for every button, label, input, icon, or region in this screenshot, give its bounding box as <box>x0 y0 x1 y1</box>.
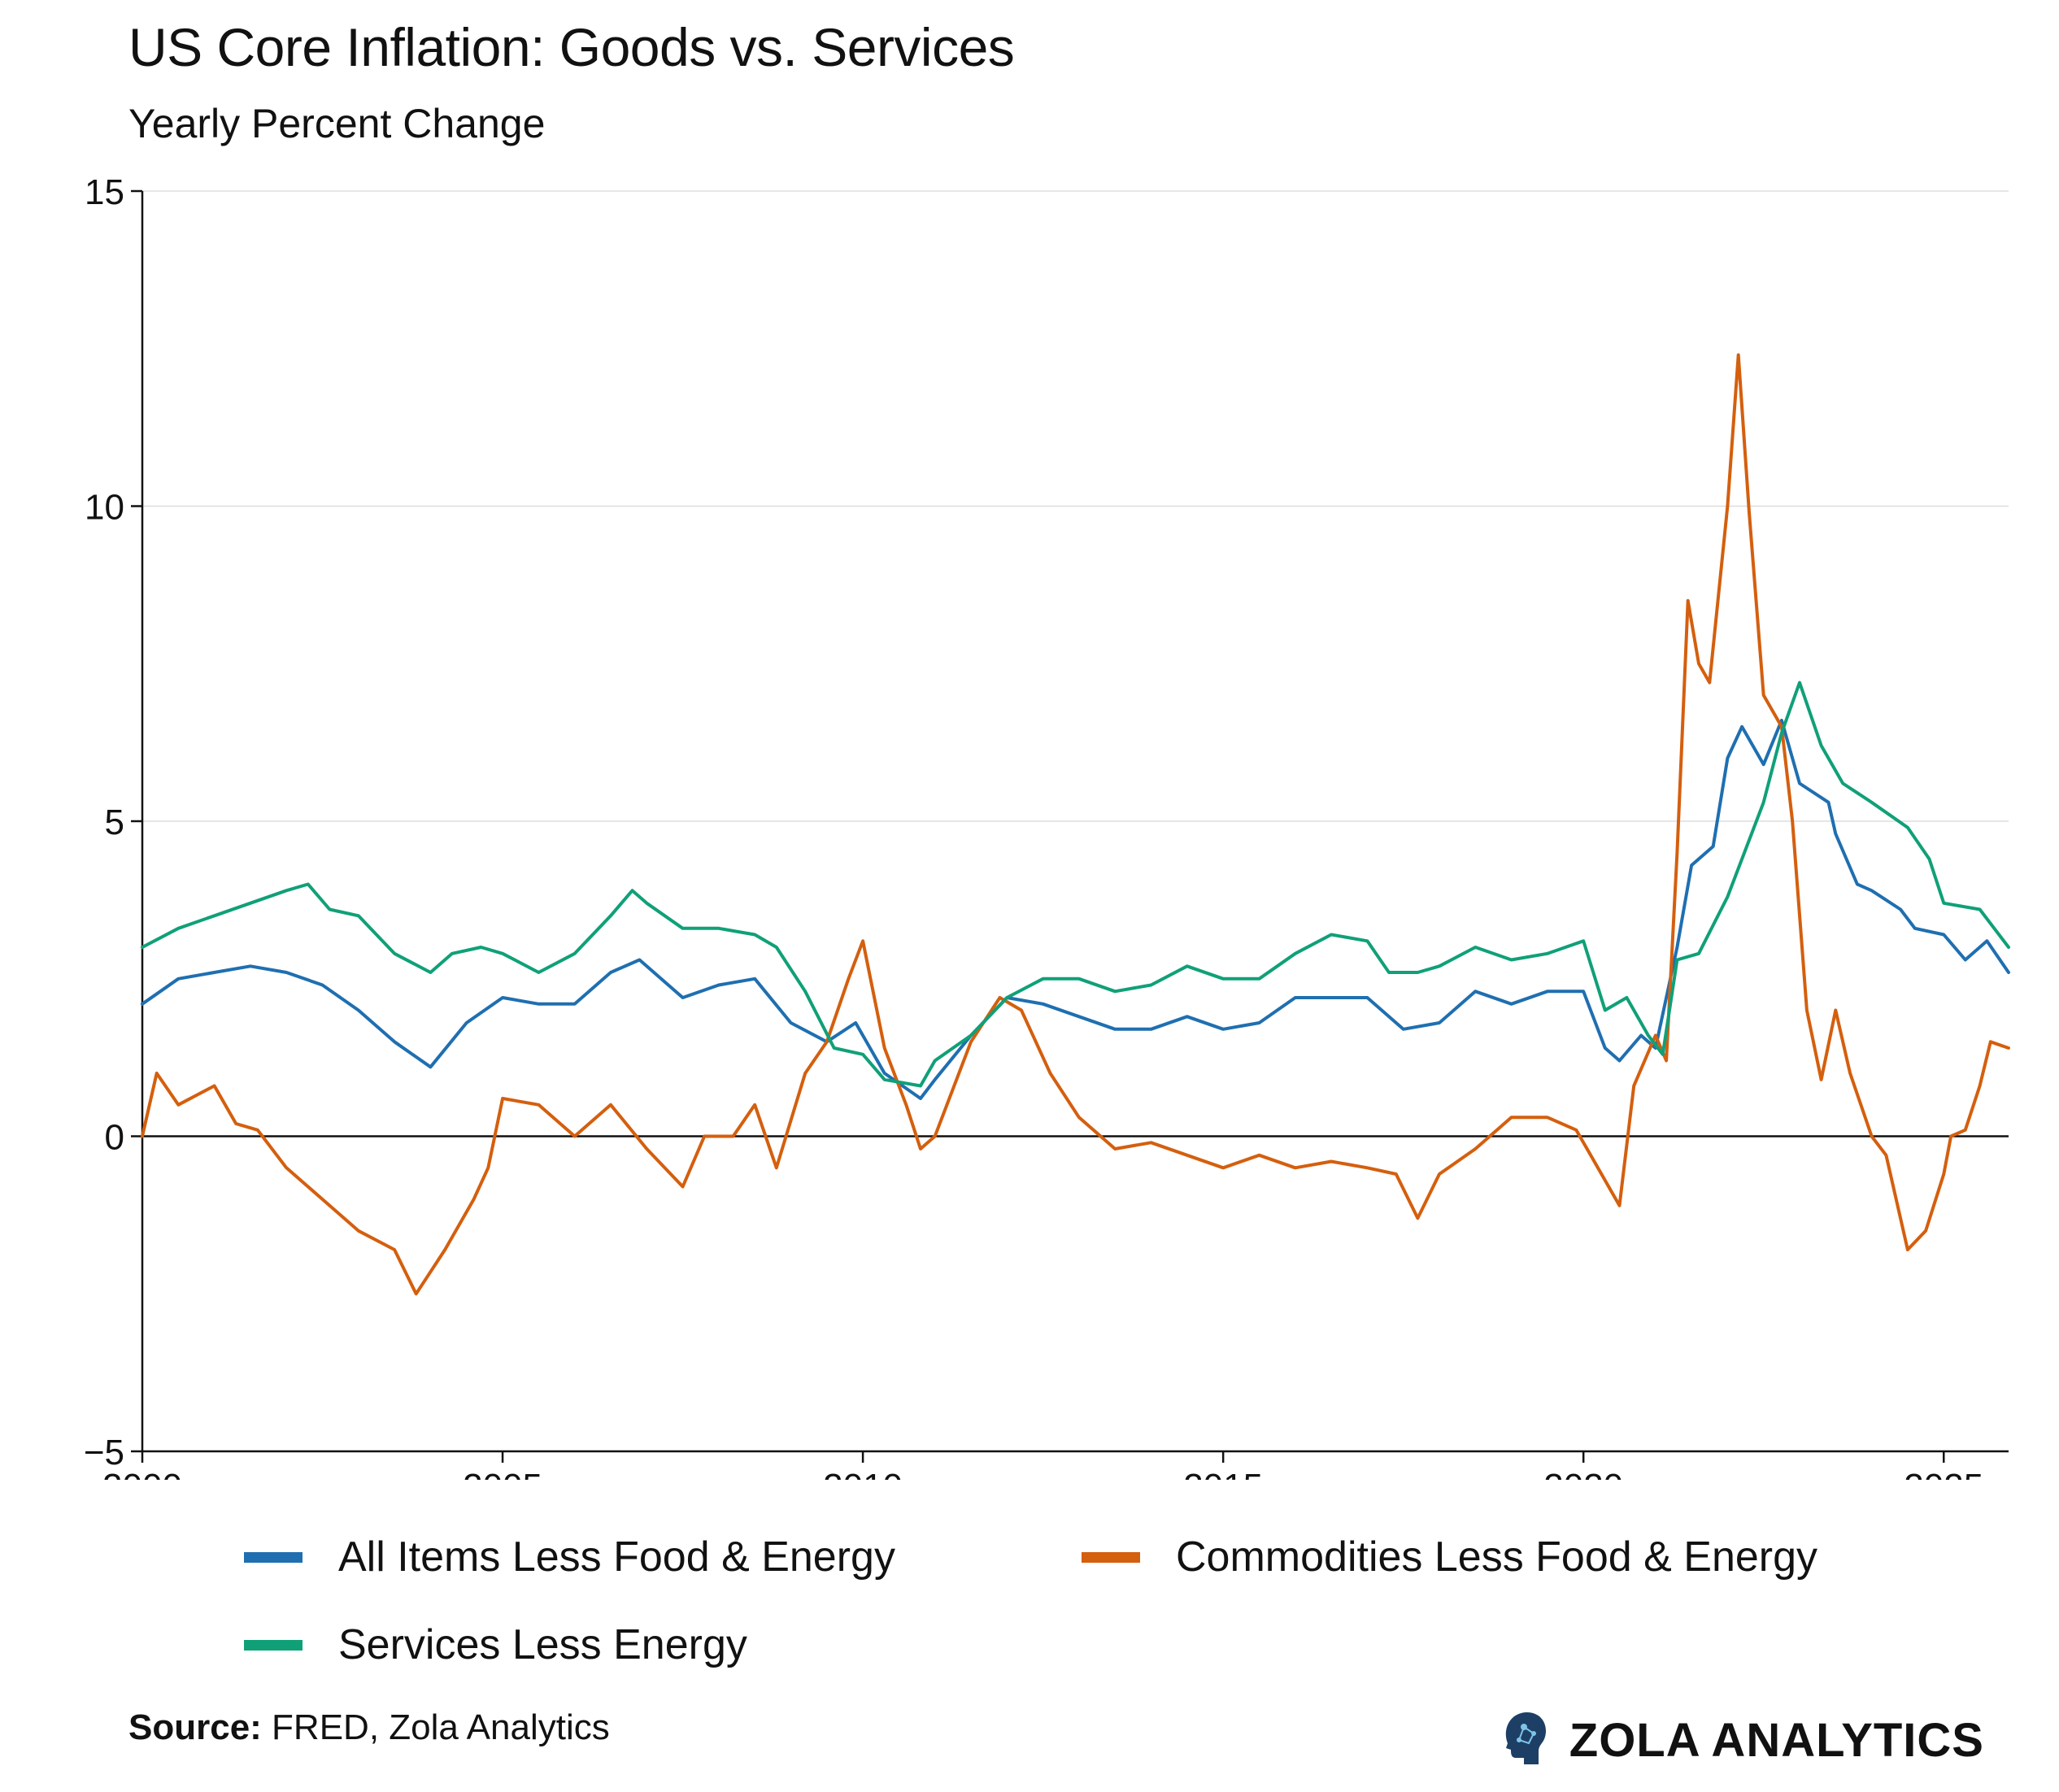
x-tick-label: 2025 <box>1904 1467 1983 1480</box>
x-tick-label: 2005 <box>463 1467 542 1480</box>
legend-swatch <box>1082 1551 1140 1563</box>
x-tick-label: 2015 <box>1183 1467 1263 1480</box>
grid-lines <box>142 190 2009 1452</box>
series-line <box>141 719 2010 1100</box>
legend-item: Services Less Energy <box>244 1620 747 1669</box>
legend-item: Commodities Less Food & Energy <box>1082 1533 1817 1581</box>
x-tick-label: 2020 <box>1543 1467 1623 1480</box>
legend-label: All Items Less Food & Energy <box>338 1533 895 1581</box>
series-line <box>141 353 2010 1296</box>
x-tick-label: 2000 <box>102 1467 182 1480</box>
y-tick-label: 15 <box>85 172 124 212</box>
series-lines <box>141 353 2010 1296</box>
legend-label: Services Less Energy <box>338 1621 747 1668</box>
y-tick-label: 0 <box>105 1118 124 1158</box>
y-tick-label: 5 <box>105 802 124 842</box>
source-text: FRED, Zola Analytics <box>261 1707 610 1747</box>
series-line <box>141 681 2010 1088</box>
legend-swatch <box>244 1639 303 1651</box>
y-tick-label: 10 <box>85 488 124 528</box>
chart-title: US Core Inflation: Goods vs. Services <box>128 17 1015 77</box>
legend-label: Commodities Less Food & Energy <box>1176 1533 1818 1581</box>
line-chart: −5 0 5 10 15 2000 2005 2010 2015 2020 2025 <box>84 172 2010 1480</box>
axes: −5 0 5 10 15 2000 2005 2010 2015 2020 2025 <box>84 172 2009 1480</box>
legend-item: All Items Less Food & Energy <box>244 1533 895 1581</box>
legend-swatch <box>244 1551 303 1563</box>
chart-subtitle: Yearly Percent Change <box>128 101 546 146</box>
source-note: Source: FRED, Zola Analytics <box>128 1706 610 1750</box>
source-label: Source: <box>128 1707 262 1747</box>
brand-name: ZOLA ANALYTICS <box>1569 1713 1984 1767</box>
brand-logo: ZOLA ANALYTICS <box>1500 1707 1984 1772</box>
y-tick-label: −5 <box>84 1433 124 1472</box>
head-circuit-icon <box>1505 1712 1546 1764</box>
x-tick-label: 2010 <box>823 1467 903 1480</box>
